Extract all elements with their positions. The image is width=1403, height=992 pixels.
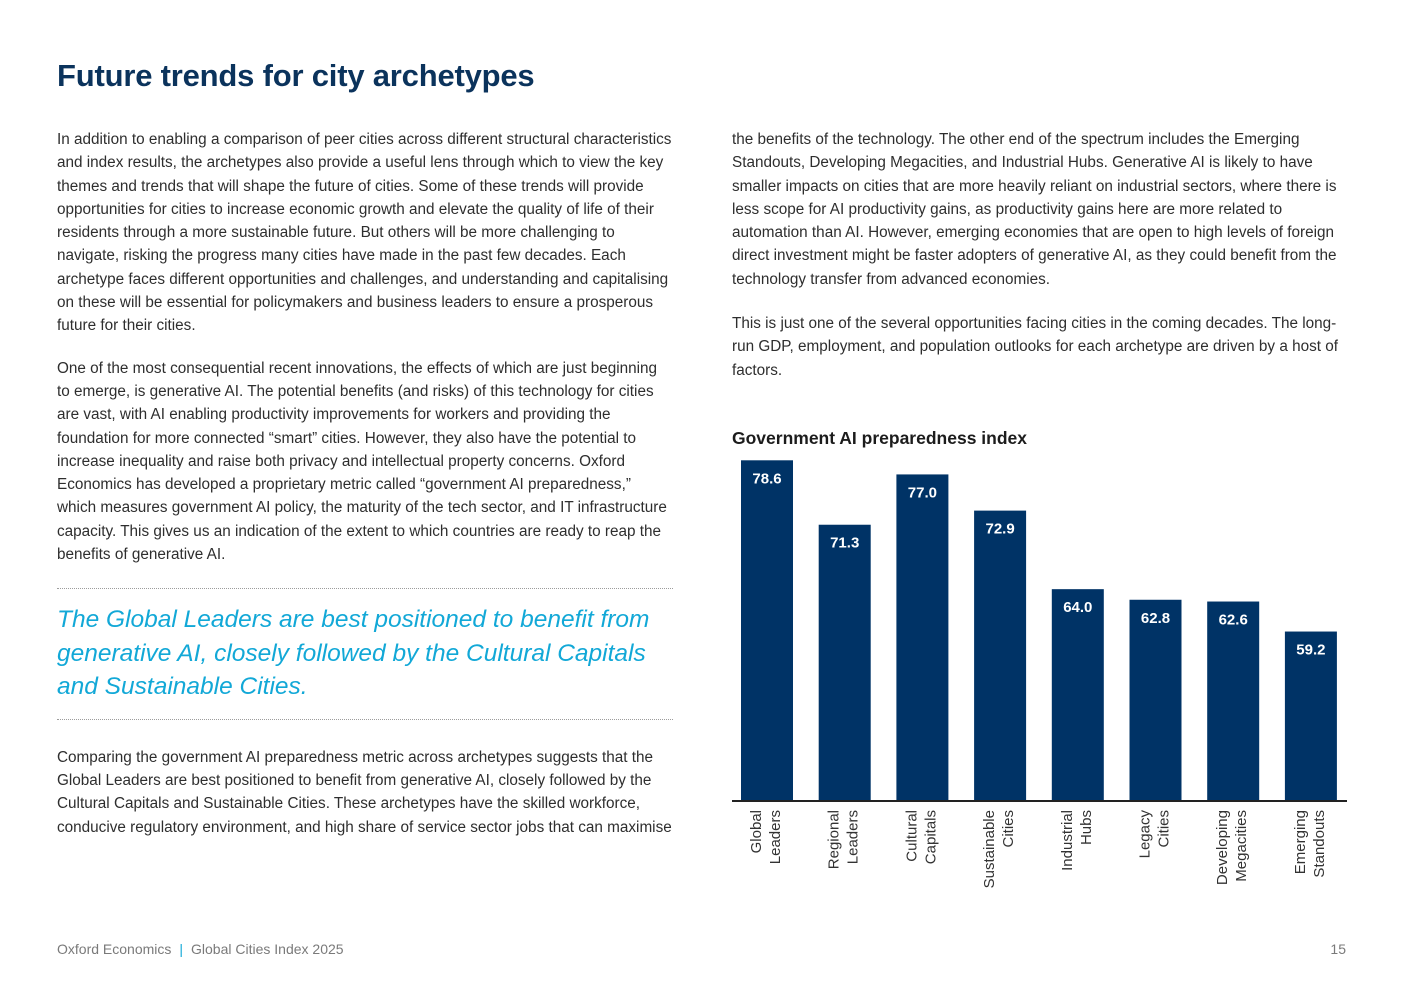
bar-2 (896, 474, 949, 801)
intro-paragraph: In addition to enabling a comparison of … (57, 131, 672, 335)
quote-bottom-divider (57, 718, 673, 720)
category-label-line: Cultural (903, 810, 920, 862)
bar-value-label-7: 59.2 (1296, 642, 1325, 659)
category-label-line: Emerging (1292, 810, 1309, 874)
page-title: Future trends for city archetypes (57, 58, 535, 93)
category-label-line: Standouts (1311, 810, 1328, 878)
category-label-3: Sustainable Cities (981, 810, 1017, 888)
category-label-2: Cultural Capitals (903, 810, 939, 864)
bar-5 (1129, 599, 1182, 801)
bar-value-label-1: 71.3 (830, 535, 859, 552)
category-label-line: Capitals (922, 810, 939, 864)
category-label-line: Leaders (767, 810, 784, 864)
bar-value-label-5: 62.8 (1141, 610, 1170, 627)
opportunities-paragraph: This is just one of the several opportun… (732, 315, 1339, 379)
right-column: the benefits of the technology. The othe… (732, 128, 1348, 401)
category-label-1: Regional Leaders (826, 810, 862, 869)
bar-value-label-3: 72.9 (985, 521, 1014, 538)
left-column: In addition to enabling a comparison of … (57, 128, 673, 858)
category-label-line: Leaders (845, 810, 862, 864)
bar-value-label-4: 64.0 (1063, 599, 1092, 616)
category-label-6: Developing Megacities (1214, 810, 1250, 885)
comparison-paragraph: Comparing the government AI preparedness… (57, 748, 672, 836)
category-label-line: Hubs (1078, 810, 1095, 845)
category-label-line: Megacities (1233, 810, 1250, 882)
category-label-line: Industrial (1059, 810, 1076, 871)
bar-1 (818, 524, 871, 801)
category-label-line: Global (748, 810, 765, 853)
category-label-line: Cities (1000, 810, 1017, 848)
chart-title: Government AI preparedness index (732, 428, 1027, 448)
bar-value-label-6: 62.6 (1219, 612, 1248, 629)
generative-ai-paragraph: One of the most consequential recent inn… (57, 359, 667, 564)
bar-7 (1284, 631, 1337, 801)
bar-4 (1051, 589, 1104, 801)
category-label-5: Legacy Cities (1136, 810, 1172, 859)
footer-publisher: Oxford Economics (57, 941, 172, 957)
category-label-line: Legacy (1136, 810, 1153, 859)
bar-value-label-2: 77.0 (908, 484, 937, 501)
category-label-line: Cities (1155, 810, 1172, 848)
category-label-line: Regional (826, 810, 843, 869)
category-label-line: Sustainable (981, 810, 998, 888)
category-label-line: Developing (1214, 810, 1231, 885)
footer-report-title: Global Cities Index 2025 (191, 941, 344, 957)
pull-quote: The Global Leaders are best positioned t… (57, 606, 650, 701)
category-label-4: Industrial Hubs (1059, 810, 1095, 871)
continuation-paragraph: the benefits of the technology. The othe… (732, 131, 1337, 288)
bar-0 (741, 460, 793, 801)
category-label-0: Global Leaders (748, 810, 784, 864)
footer-separator: | (179, 941, 184, 957)
category-label-7: Emerging Standouts (1292, 810, 1328, 878)
quote-top-divider (57, 588, 673, 590)
bar-value-label-0: 78.6 (752, 470, 781, 487)
footer: Oxford Economics | Global Cities Index 202… (57, 941, 344, 957)
bar-3 (974, 510, 1027, 801)
bar-6 (1207, 601, 1260, 801)
page-number: 15 (1330, 941, 1346, 957)
